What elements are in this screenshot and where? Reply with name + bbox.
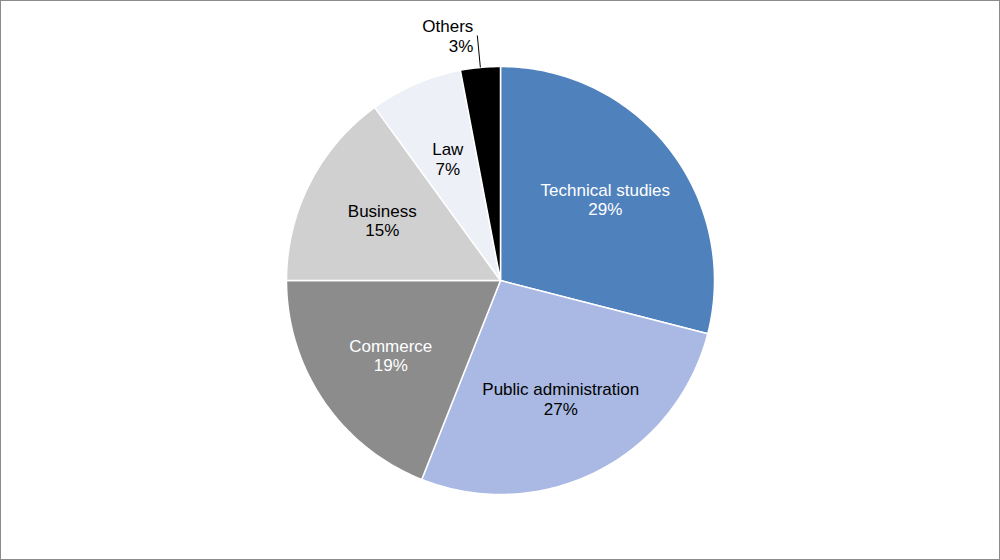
svg-text:Public administration27%: Public administration27% [482,380,639,419]
svg-text:Technical studies29%: Technical studies29% [541,181,670,220]
svg-text:Business15%: Business15% [348,202,417,241]
svg-text:Law7%: Law7% [432,140,464,179]
svg-text:Others3%: Others3% [422,17,473,56]
svg-text:Commerce19%: Commerce19% [349,337,432,376]
